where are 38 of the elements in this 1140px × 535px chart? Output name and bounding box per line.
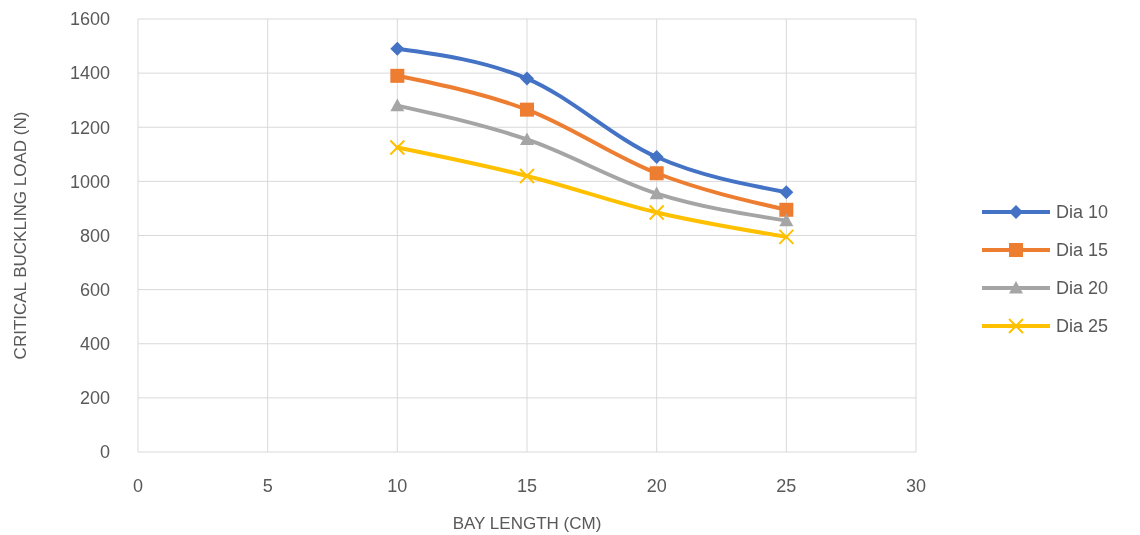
legend-label: Dia 10 <box>1056 202 1109 223</box>
legend-label: Dia 25 <box>1056 316 1109 337</box>
point <box>649 186 664 200</box>
x-tick-label: 0 <box>132 476 144 496</box>
x-tick-label: 15 <box>516 476 538 496</box>
y-tick-label: 600 <box>79 279 110 300</box>
x-tick-label: 30 <box>905 476 927 496</box>
point <box>649 166 664 181</box>
y-axis-title: CRITICAL BUCKLING LOAD (N) <box>11 111 30 360</box>
point <box>390 41 405 56</box>
y-tick-label: 1200 <box>69 117 110 138</box>
point <box>779 213 794 227</box>
y-tick-label: 1000 <box>69 171 110 192</box>
point <box>519 167 535 184</box>
point <box>520 71 534 86</box>
legend-label: Dia 15 <box>1056 240 1109 261</box>
y-tick-label: 0 <box>99 442 110 463</box>
y-tick-label: 400 <box>79 334 110 355</box>
point <box>648 204 665 221</box>
legend-label: Dia 20 <box>1056 278 1109 299</box>
point <box>390 68 405 83</box>
point <box>778 228 795 245</box>
point <box>520 102 534 117</box>
y-tick-label: 200 <box>79 388 110 409</box>
point <box>649 150 664 165</box>
point <box>779 202 794 217</box>
x-tick-label: 10 <box>387 476 408 496</box>
point <box>390 98 405 112</box>
y-tick-label: 1600 <box>69 9 110 30</box>
point <box>779 185 794 200</box>
x-axis-title: BAY LENGTH (CM) <box>452 514 602 533</box>
x-tick-label: 25 <box>776 476 797 496</box>
point <box>389 139 406 156</box>
y-tick-label: 800 <box>79 225 110 246</box>
x-tick-label: 20 <box>646 476 667 496</box>
x-tick-label: 5 <box>262 476 273 496</box>
y-tick-label: 1400 <box>69 63 110 84</box>
point <box>520 132 534 146</box>
